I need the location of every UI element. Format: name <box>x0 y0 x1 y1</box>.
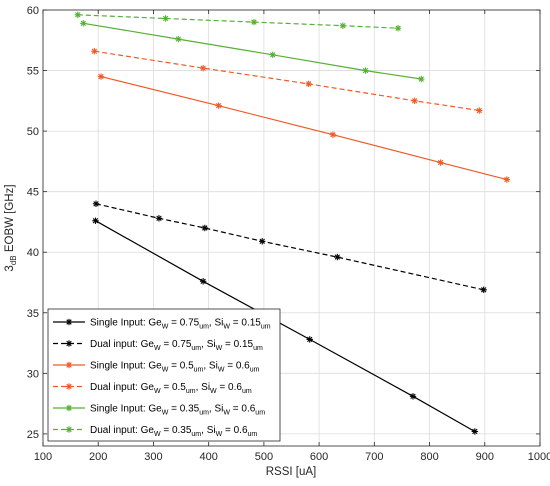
x-tick-label: 600 <box>310 451 328 463</box>
legend-item: Single Input: GeW = 0.75um, SiW = 0.15um <box>53 318 271 331</box>
y-tick-label: 45 <box>27 187 39 199</box>
tick-labels: 100 200 300 400 500 600 700 800 900 1000 25 30 35 40 4… <box>27 5 550 463</box>
data-point <box>175 35 182 43</box>
data-point <box>215 102 222 109</box>
data-point <box>201 224 209 232</box>
legend-marker <box>65 318 73 326</box>
legend-label: Dual input: GeW = 0.5um, SiW = 0.6um <box>90 382 252 395</box>
legend-label: Single Input: GeW = 0.5um, SiW = 0.6um <box>90 361 260 374</box>
x-tick-label: 100 <box>34 451 52 463</box>
legend-item: Single Input: GeW = 0.35um, SiW = 0.6um <box>53 404 265 417</box>
series-4 <box>91 47 483 114</box>
data-point <box>199 278 207 285</box>
data-point <box>80 20 87 27</box>
data-point <box>74 11 81 19</box>
legend-label: Dual input: GeW = 0.35um, SiW = 0.6um <box>90 425 257 438</box>
x-tick-label: 400 <box>199 451 217 463</box>
legend-marker <box>65 383 73 390</box>
data-point <box>92 217 99 224</box>
x-tick-label: 300 <box>144 451 162 463</box>
data-point <box>339 22 347 29</box>
legend-marker <box>65 404 73 412</box>
y-tick-label: 40 <box>27 247 39 259</box>
data-point <box>162 15 169 22</box>
y-tick-label: 50 <box>27 126 39 138</box>
legend-label: Single Input: GeW = 0.35um, SiW = 0.6um <box>90 404 265 417</box>
series-5 <box>80 20 425 83</box>
data-point <box>409 393 417 400</box>
y-tick-label: 60 <box>27 5 39 17</box>
x-tick-label: 1000 <box>528 451 550 463</box>
x-tick-label: 500 <box>255 451 273 463</box>
y-axis-label: 3dB EOBW [GHz] <box>4 184 18 271</box>
legend-box <box>47 308 281 442</box>
y-tick-label: 25 <box>27 429 39 441</box>
data-point <box>305 80 312 88</box>
axes <box>42 9 541 447</box>
data-point <box>91 47 98 55</box>
data-point <box>476 107 483 114</box>
legend-item: Dual input: GeW = 0.75um, SiW = 0.15um <box>53 339 263 352</box>
data-point <box>418 75 425 83</box>
legend-item: Single Input: GeW = 0.5um, SiW = 0.6um <box>53 361 260 374</box>
data-point <box>269 51 276 59</box>
x-axis-label: RSSI [uA] <box>266 466 317 478</box>
legend-marker <box>65 426 73 433</box>
legend: Single Input: GeW = 0.75um, SiW = 0.15um… <box>47 308 281 442</box>
legend-item: Dual input: GeW = 0.35um, SiW = 0.6um <box>53 425 257 438</box>
legend-marker <box>65 340 73 347</box>
x-tick-label: 700 <box>365 451 383 463</box>
y-tick-label: 55 <box>27 66 39 78</box>
x-tick-label: 800 <box>420 451 438 463</box>
data-point <box>97 73 105 80</box>
data-point <box>334 253 341 261</box>
legend-marker <box>65 361 73 369</box>
data-point <box>155 215 163 222</box>
x-tick-label: 900 <box>476 451 494 463</box>
y-tick-label: 30 <box>27 368 39 380</box>
data-point <box>199 64 207 72</box>
series-6 <box>74 11 402 32</box>
data-point <box>250 18 258 26</box>
legend-label: Single Input: GeW = 0.75um, SiW = 0.15um <box>90 318 271 331</box>
legend-item: Dual input: GeW = 0.5um, SiW = 0.6um <box>53 382 252 395</box>
y-tick-label: 35 <box>27 308 39 320</box>
data-point <box>480 286 487 293</box>
series-3 <box>97 73 511 183</box>
data-point <box>92 200 100 207</box>
series-layer <box>74 11 511 435</box>
legend-label: Dual input: GeW = 0.75um, SiW = 0.15um <box>90 339 263 352</box>
series-line <box>95 203 484 291</box>
data-point <box>259 238 266 245</box>
x-tick-label: 200 <box>89 451 107 463</box>
data-point <box>503 176 511 183</box>
data-point <box>306 336 313 343</box>
series-2 <box>92 200 487 293</box>
data-point <box>362 67 369 74</box>
data-point <box>471 428 479 435</box>
series-1 <box>92 217 479 435</box>
data-point <box>394 24 402 32</box>
data-point <box>329 131 337 138</box>
data-point <box>437 159 444 166</box>
axes-box <box>42 9 541 447</box>
data-point <box>411 97 418 105</box>
